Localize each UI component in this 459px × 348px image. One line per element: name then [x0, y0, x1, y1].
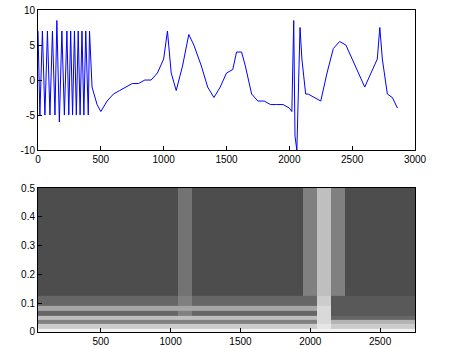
svg-text:0: 0: [29, 75, 35, 86]
svg-text:0.4: 0.4: [21, 211, 35, 222]
svg-text:0: 0: [35, 154, 41, 165]
svg-text:2000: 2000: [278, 154, 301, 165]
svg-text:1000: 1000: [160, 336, 183, 347]
svg-text:0.2: 0.2: [21, 269, 35, 280]
svg-text:1500: 1500: [215, 154, 238, 165]
svg-text:2000: 2000: [299, 336, 322, 347]
svg-text:2500: 2500: [341, 154, 364, 165]
svg-text:5: 5: [29, 40, 35, 51]
svg-text:10: 10: [24, 5, 36, 16]
svg-text:500: 500: [92, 154, 109, 165]
svg-text:0.1: 0.1: [21, 298, 35, 309]
svg-text:2500: 2500: [369, 336, 392, 347]
svg-text:-10: -10: [21, 145, 36, 156]
svg-text:3000: 3000: [404, 154, 427, 165]
svg-text:0.5: 0.5: [21, 183, 35, 194]
svg-text:1500: 1500: [229, 336, 252, 347]
svg-text:0: 0: [29, 326, 35, 337]
svg-text:500: 500: [92, 336, 109, 347]
svg-text:0.3: 0.3: [21, 240, 35, 251]
svg-text:-5: -5: [26, 110, 35, 121]
svg-text:1000: 1000: [153, 154, 176, 165]
